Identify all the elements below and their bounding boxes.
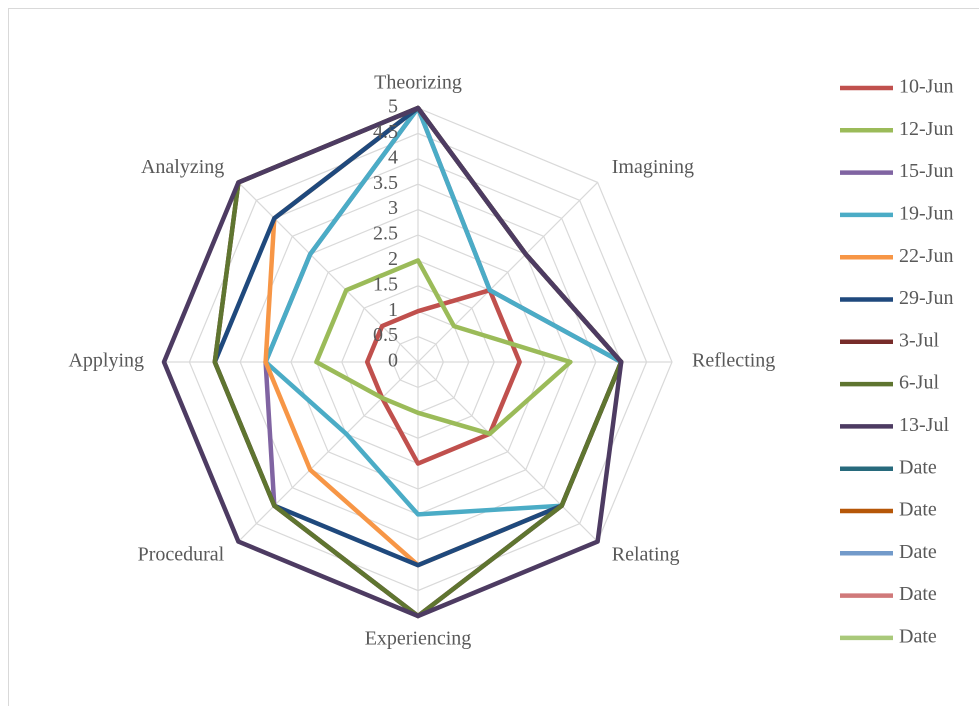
tick-label: 0.5 — [373, 324, 398, 346]
legend-label: Date — [899, 625, 937, 647]
legend-label: Date — [899, 456, 937, 478]
tick-label: 2 — [388, 248, 398, 270]
legend-label: Date — [899, 541, 937, 563]
tick-label: 2.5 — [373, 223, 398, 245]
legend-label: 29-Jun — [899, 287, 953, 309]
tick-label: 1.5 — [373, 273, 398, 295]
legend-label: 15-Jun — [899, 160, 953, 182]
legend-label: 13-Jul — [899, 414, 949, 436]
series-line — [161, 105, 624, 619]
tick-label: 4.5 — [373, 121, 398, 143]
tick-label: 3.5 — [373, 172, 398, 194]
category-label: Experiencing — [365, 628, 472, 650]
legend-label: 10-Jun — [899, 76, 953, 98]
tick-label: 5 — [388, 96, 398, 118]
legend-label: 3-Jul — [899, 329, 939, 351]
category-label: Theorizing — [374, 72, 462, 94]
category-label: Procedural — [138, 543, 225, 565]
legend-label: 22-Jun — [899, 245, 953, 267]
spoke — [237, 361, 419, 543]
legend-label: Date — [899, 499, 937, 521]
legend-label: 12-Jun — [899, 118, 953, 140]
series-line — [364, 287, 522, 466]
legend-label: Date — [899, 583, 937, 605]
tick-label: 4 — [388, 146, 398, 168]
category-label: Analyzing — [141, 156, 224, 178]
tick-label: 0 — [388, 350, 398, 372]
legend-label: 19-Jun — [899, 202, 953, 224]
series-line — [263, 105, 624, 517]
category-label: Reflecting — [692, 350, 775, 372]
legend-label: 6-Jul — [899, 372, 939, 394]
tick-label: 3 — [388, 197, 398, 219]
spoke — [237, 181, 419, 363]
category-label: Imagining — [612, 156, 694, 178]
spoke — [417, 181, 599, 363]
spoke — [417, 361, 599, 543]
category-label: Relating — [612, 543, 680, 565]
category-label: Applying — [68, 350, 144, 372]
tick-label: 1 — [388, 299, 398, 321]
chart-border — [8, 8, 979, 706]
series-line — [314, 258, 573, 437]
